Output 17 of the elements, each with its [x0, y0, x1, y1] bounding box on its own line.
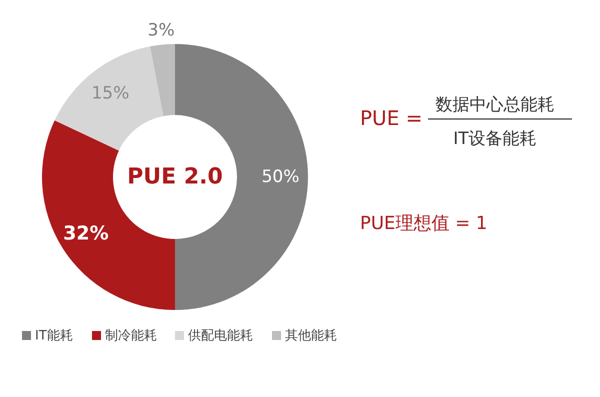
text: IT设备能耗: [453, 129, 537, 149]
legend-label: IT能耗: [35, 328, 73, 344]
legend-label: 其他能耗: [285, 328, 337, 344]
donut-slice: [42, 120, 175, 310]
text: PUE =: [360, 106, 422, 130]
legend-label: 制冷能耗: [105, 328, 157, 344]
text: 数据中心总能耗: [436, 95, 554, 115]
data-label: 32%: [63, 222, 109, 245]
donut-slice: [150, 44, 175, 116]
data-label: 3%: [148, 20, 175, 41]
donut-slice: [54, 46, 164, 151]
legend-label: 供配电能耗: [188, 328, 253, 344]
text: PUE理想值 = 1: [360, 213, 488, 234]
text: PUE 2.0: [127, 164, 223, 190]
data-label: 50%: [262, 167, 300, 187]
donut-slice: [175, 44, 308, 310]
data-label: 15%: [91, 84, 130, 104]
